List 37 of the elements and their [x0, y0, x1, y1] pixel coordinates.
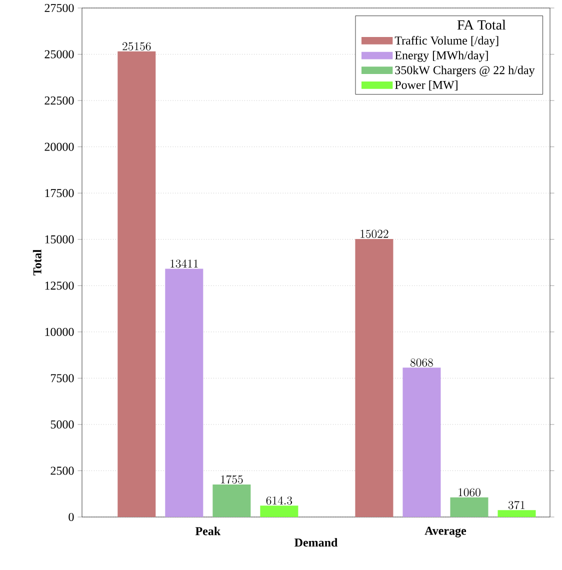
data-label: 15022 [360, 230, 388, 238]
x-axis-title: Demand [294, 538, 338, 547]
bar [498, 510, 536, 517]
legend-label: 350kW Chargers @ 22 h/day [395, 66, 535, 77]
y-tick-label: 12500 [45, 282, 74, 290]
y-tick-label: 15000 [45, 235, 74, 244]
y-tick-label: 17500 [45, 189, 74, 198]
bar [450, 497, 488, 517]
y-tick-label: 20000 [44, 142, 74, 151]
y-tick-label: 2500 [50, 466, 74, 475]
y-axis-title: Total [32, 250, 42, 276]
y-tick-label: 22500 [44, 96, 74, 105]
data-label: 25156 [122, 42, 151, 50]
y-tick-label: 25000 [44, 50, 74, 58]
legend-title: FA Total [457, 20, 506, 30]
data-label: 1060 [458, 488, 480, 496]
y-tick-label: 27500 [44, 4, 74, 12]
bar [165, 268, 204, 517]
data-label: 8068 [410, 358, 433, 367]
x-tick-label: Peak [195, 526, 221, 536]
data-label: 13411 [170, 260, 198, 268]
bar [260, 506, 298, 517]
legend-label: Traffic Volume [/day] [394, 36, 498, 48]
data-label: 371 [508, 500, 525, 510]
data-label: 614.3 [266, 496, 292, 505]
bar [355, 238, 394, 517]
y-tick-label: 5000 [50, 420, 74, 429]
y-tick-label: 7500 [51, 374, 74, 382]
legend-label: Energy [MWh/day] [394, 50, 488, 62]
bar [118, 51, 156, 517]
bar [402, 368, 441, 517]
y-tick-label: 10000 [45, 328, 74, 336]
x-tick-label: Average [424, 526, 466, 538]
y-tick-label: 0 [68, 512, 74, 522]
data-label: 1755 [221, 475, 243, 484]
legend-label: Power [MW] [394, 80, 458, 90]
bar [212, 484, 251, 517]
